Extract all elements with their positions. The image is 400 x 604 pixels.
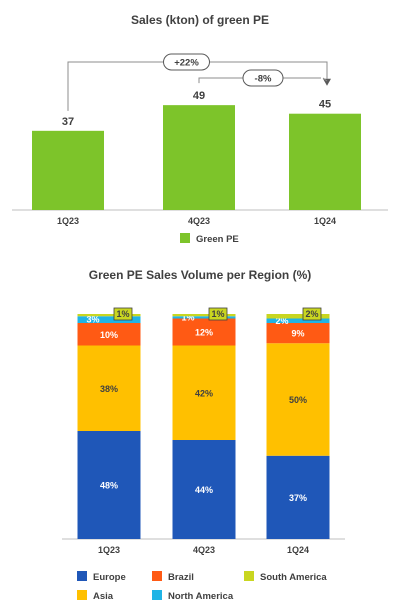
- seg-label-asia-4q23: 42%: [195, 388, 213, 398]
- bar-4q23: [163, 105, 235, 210]
- seg-label-north-america-4q23: 1%: [181, 312, 194, 322]
- segment-south-america-4q23: [172, 314, 236, 317]
- segment-europe-1q23: [77, 431, 141, 539]
- legend-label-europe: Europe: [93, 572, 126, 583]
- x-tick-region-4q23: 4Q23: [193, 545, 215, 555]
- legend-swatch-asia: [77, 590, 87, 600]
- seg-label-north-america-1q24: 2%: [275, 316, 288, 326]
- segment-brazil-1q23: [77, 323, 141, 346]
- seg-label-box-south-america-4q23: [208, 307, 228, 321]
- segment-north-america-1q23: [77, 316, 141, 323]
- segment-asia-4q23: [172, 345, 236, 440]
- seg-label-north-america-1q23: 3%: [86, 315, 99, 325]
- seg-label-brazil-1q23: 10%: [100, 330, 118, 340]
- region-chart-title: Green PE Sales Volume per Region (%): [88, 268, 312, 282]
- growth-bracket-arrow: [323, 78, 331, 86]
- x-tick-region-1q23: 1Q23: [98, 545, 120, 555]
- decline-bracket-join: [322, 77, 328, 82]
- seg-label-asia-1q23: 38%: [100, 384, 118, 394]
- seg-label-south-america-1q24: 2%: [305, 309, 318, 319]
- segment-south-america-1q23: [77, 314, 141, 317]
- legend-label-south-america: South America: [260, 572, 327, 583]
- legend-swatch-europe: [77, 571, 87, 581]
- x-tick-region-1q24: 1Q24: [287, 545, 309, 555]
- seg-label-europe-1q23: 48%: [100, 481, 118, 491]
- segment-south-america-1q24: [266, 314, 330, 319]
- legend-label-north-america: North America: [168, 591, 234, 602]
- seg-label-brazil-1q24: 9%: [291, 329, 304, 339]
- value-label-1q23: 37: [62, 116, 74, 128]
- bar-1q24: [289, 113, 361, 210]
- value-label-1q24: 45: [319, 99, 331, 111]
- segment-asia-1q23: [77, 345, 141, 431]
- sales-bar-chart: 37 1Q23 49 4Q23 45 1Q24 +22% -8% Green PE: [12, 53, 388, 245]
- decline-callout-text: -8%: [255, 74, 272, 85]
- decline-callout-bubble: [242, 69, 284, 87]
- seg-label-europe-4q23: 44%: [195, 485, 213, 495]
- seg-label-south-america-1q23: 1%: [116, 309, 129, 319]
- segment-brazil-4q23: [172, 318, 236, 346]
- segment-brazil-1q24: [266, 323, 330, 344]
- segment-europe-1q24: [266, 455, 330, 539]
- seg-label-box-south-america-1q24: [302, 307, 322, 321]
- legend-swatch-brazil: [152, 571, 162, 581]
- segment-europe-4q23: [172, 440, 236, 539]
- seg-label-box-south-america-1q23: [113, 307, 133, 321]
- x-tick-1q24: 1Q24: [314, 216, 336, 226]
- segment-asia-1q24: [266, 343, 330, 456]
- segment-north-america-1q24: [266, 318, 330, 323]
- x-tick-4q23: 4Q23: [188, 216, 210, 226]
- seg-label-europe-1q24: 37%: [289, 493, 307, 503]
- legend-label-green-pe: Green PE: [196, 234, 239, 245]
- value-label-4q23: 49: [193, 90, 205, 102]
- segment-north-america-4q23: [172, 316, 236, 319]
- x-tick-1q23: 1Q23: [57, 216, 79, 226]
- legend-label-asia: Asia: [93, 591, 114, 602]
- seg-label-asia-1q24: 50%: [289, 395, 307, 405]
- legend-swatch-green-pe: [180, 233, 190, 243]
- legend-label-brazil: Brazil: [168, 572, 194, 583]
- seg-label-south-america-4q23: 1%: [211, 309, 224, 319]
- growth-callout-bubble: [163, 53, 210, 71]
- growth-callout-text: +22%: [174, 58, 199, 69]
- legend-swatch-north-america: [152, 590, 162, 600]
- bar-1q23: [32, 130, 104, 210]
- seg-label-brazil-4q23: 12%: [195, 328, 213, 338]
- sales-chart-title: Sales (kton) of green PE: [130, 13, 270, 27]
- legend-swatch-south-america: [244, 571, 254, 581]
